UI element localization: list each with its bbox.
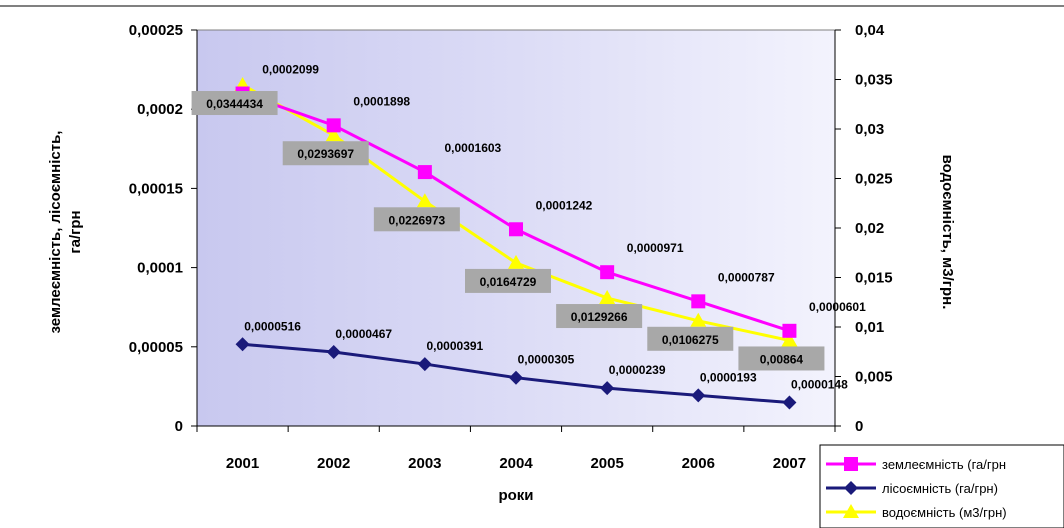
data-label: 0,0000467 <box>335 327 392 341</box>
data-label: 0,0001242 <box>536 198 593 212</box>
legend-marker <box>844 481 858 495</box>
y-right-tick-label: 0,035 <box>855 72 893 89</box>
series-2-point <box>690 312 707 327</box>
x-tick-label: 2001 <box>226 455 259 472</box>
data-label-box <box>738 346 825 371</box>
data-label: 0,0000148 <box>791 378 848 392</box>
series-1-point <box>782 395 797 410</box>
data-label: 0,0106275 <box>662 333 719 347</box>
y-left-tick-label: 0,0002 <box>137 101 183 118</box>
data-label: 0,0129266 <box>571 310 628 324</box>
data-label: 0,0344434 <box>206 97 263 111</box>
data-label: 0,0000601 <box>809 300 866 314</box>
data-label-box <box>191 91 278 116</box>
y-right-tick-label: 0,01 <box>855 319 884 336</box>
data-label: 0,0000193 <box>700 370 757 384</box>
series-1-point <box>600 381 615 396</box>
y-right-tick-label: 0,015 <box>855 270 893 287</box>
x-tick-label: 2005 <box>590 455 623 472</box>
series-0-point <box>417 165 432 180</box>
data-label: 0,0000391 <box>426 339 483 353</box>
x-axis-title: роки <box>498 487 533 504</box>
y-left-tick-label: 0,00025 <box>129 22 183 39</box>
y-right-tick-label: 0 <box>855 418 863 435</box>
series-1-point <box>326 345 341 360</box>
y-left-tick-label: 0,00015 <box>129 180 183 197</box>
data-label: 0,0164729 <box>480 275 537 289</box>
legend: землеємність (га/грн лісоємність (га/грн)… <box>819 444 1064 528</box>
series-0-point <box>600 265 615 280</box>
y-left-tick-label: 0 <box>175 418 183 435</box>
series-2-point <box>781 332 798 347</box>
legend-entry-label: водоємність (м3/грн) <box>882 505 1007 520</box>
legend-entry-label: лісоємність (га/грн) <box>882 481 998 496</box>
data-label: 0,0001603 <box>444 141 501 155</box>
axes-layer: 0 0,00005 0,0001 0,00015 0,0002 0,00025 0 0,005… <box>129 22 893 472</box>
data-label-layer: 0,0002099 0,0001898 0,0001603 0,0001242 0,00… <box>191 63 866 392</box>
y-axis-left-title-line2: га/грн <box>67 210 84 253</box>
y-right-tick-label: 0,04 <box>855 22 885 39</box>
data-label-box <box>556 304 643 329</box>
data-label: 0,0000239 <box>609 363 666 377</box>
series-1-point <box>691 388 706 403</box>
legend-entry-label: землеємність (га/грн <box>882 457 1006 472</box>
series-2-point <box>508 254 524 269</box>
data-label: 0,00864 <box>760 352 804 366</box>
series-0-point <box>509 222 523 237</box>
data-label-box <box>373 207 460 232</box>
legend-marker <box>844 457 858 471</box>
series-1-point <box>509 370 523 385</box>
data-label: 0,0293697 <box>297 147 354 161</box>
y-axis-left-title-line1: землеємність, лісоємність, <box>47 131 64 334</box>
y-right-tick-label: 0,02 <box>855 220 884 237</box>
y-right-tick-label: 0,025 <box>855 171 893 188</box>
data-label: 0,0000516 <box>244 319 301 333</box>
series-2-point <box>416 193 433 208</box>
series-0-point <box>691 294 706 309</box>
x-tick-label: 2007 <box>773 455 806 472</box>
data-label-box <box>465 268 551 293</box>
y-left-tick-label: 0,0001 <box>137 260 183 277</box>
series-0-point <box>326 118 341 133</box>
x-tick-label: 2006 <box>682 455 715 472</box>
data-label: 0,0000787 <box>718 270 775 284</box>
y-right-tick-label: 0,03 <box>855 121 884 138</box>
data-label: 0,0000971 <box>627 241 684 255</box>
y-axis-right-title: водоємність, м3/грн. <box>939 155 956 310</box>
series-1-point <box>235 337 250 352</box>
data-label-box <box>647 326 734 351</box>
x-tick-label: 2004 <box>499 455 533 472</box>
data-label-box <box>282 141 369 166</box>
series-0-point <box>782 323 797 338</box>
legend-marker <box>843 504 859 518</box>
series-2-point <box>599 290 616 305</box>
y-right-tick-label: 0,005 <box>855 369 893 386</box>
y-left-tick-label: 0,00005 <box>129 339 183 356</box>
series-2-point <box>325 127 342 142</box>
data-label: 0,0002099 <box>262 63 319 77</box>
data-label: 0,0226973 <box>388 213 445 227</box>
x-tick-label: 2002 <box>317 455 350 472</box>
data-label: 0,0001898 <box>353 94 410 108</box>
series-1-point <box>417 357 432 372</box>
data-label: 0,0000305 <box>518 353 575 367</box>
x-tick-label: 2003 <box>408 455 441 472</box>
